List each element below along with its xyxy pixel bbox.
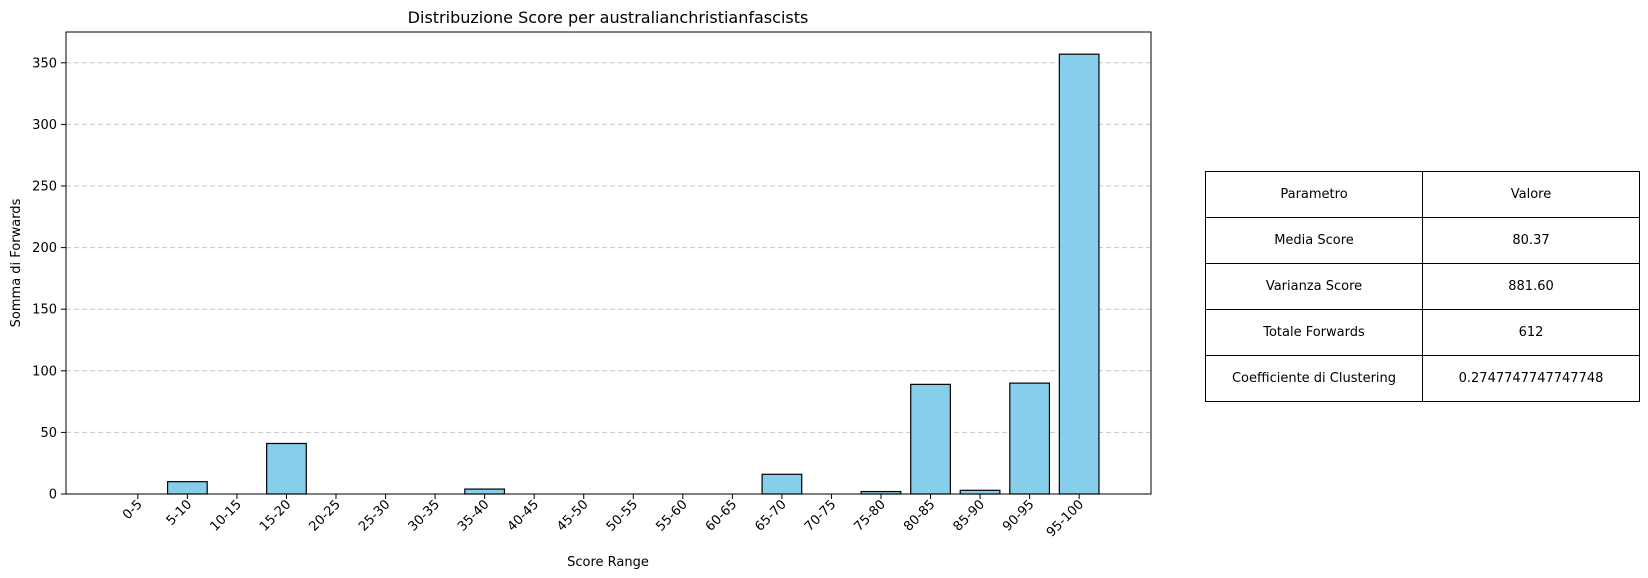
table-cell: 80.37 [1422,217,1640,264]
table-cell: Media Score [1205,217,1423,264]
table-row: Media Score 80.37 [1205,217,1640,264]
y-tick-label: 100 [32,364,57,379]
x-tick-label: 55-60 [653,497,690,534]
x-axis-ticks: 0-5 5-10 10-15 15-20 20-25 25-30 30-35 35-40 40-… [120,494,1087,540]
x-tick-label: 25-30 [356,497,393,534]
y-tick-label: 200 [32,241,57,256]
bar [266,442,307,495]
x-tick-label: 40-45 [505,497,542,534]
x-tick-label: 80-85 [901,497,938,534]
table-cell: Totale Forwards [1205,309,1423,356]
table-header-row: Parametro Valore [1205,171,1640,218]
table-row: Varianza Score 881.60 [1205,263,1640,310]
axes-frame [65,31,1152,495]
x-tick-label: 5-10 [164,497,195,528]
x-tick-label: 30-35 [406,497,443,534]
y-axis-label: Somma di Forwards [9,198,24,327]
x-tick-label: 20-25 [307,497,344,534]
table-cell: 0.2747747747747748 [1422,355,1640,402]
x-tick-label: 60-65 [703,497,740,534]
x-tick-label: 75-80 [851,497,888,534]
x-tick-label: 85-90 [951,497,988,534]
x-tick-label: 50-55 [604,497,641,534]
y-tick-label: 0 [49,488,57,503]
bar [959,489,1001,495]
x-tick-label: 65-70 [752,497,789,534]
grid-lines [66,62,1151,433]
y-tick-label: 150 [32,303,57,318]
table-cell: Coefficiente di Clustering [1205,355,1423,402]
table-cell: 881.60 [1422,263,1640,310]
bar [910,383,951,495]
bar [1058,53,1100,495]
x-tick-label: 95-100 [1044,497,1087,540]
table-header-cell: Valore [1422,171,1640,218]
x-axis-label: Score Range [567,555,649,570]
bar [166,481,208,495]
table-cell: 612 [1422,309,1640,356]
table-cell: Varianza Score [1205,263,1423,310]
table-row: Totale Forwards 612 [1205,309,1640,356]
x-tick-label: 35-40 [455,497,492,534]
x-tick-label: 0-5 [120,497,146,523]
y-axis-ticks: 0 50 100 150 200 250 300 350 [32,56,66,503]
bars [166,53,1100,495]
y-tick-label: 350 [32,56,57,71]
bar [1009,382,1051,495]
stats-table: Parametro Valore Media Score 80.37 Varia… [1205,171,1640,402]
y-tick-label: 50 [40,426,57,441]
x-tick-label: 70-75 [802,497,839,534]
x-tick-label: 45-50 [554,497,591,534]
x-tick-label: 15-20 [257,497,294,534]
x-tick-label: 10-15 [207,497,244,534]
y-tick-label: 300 [32,118,57,133]
x-tick-label: 90-95 [1000,497,1037,534]
y-tick-label: 250 [32,180,57,195]
chart-title: Distribuzione Score per australianchrist… [408,8,809,27]
table-header-cell: Parametro [1205,171,1423,218]
bar [761,473,803,495]
table-row: Coefficiente di Clustering 0.27477477477… [1205,355,1640,402]
bar [464,488,506,495]
